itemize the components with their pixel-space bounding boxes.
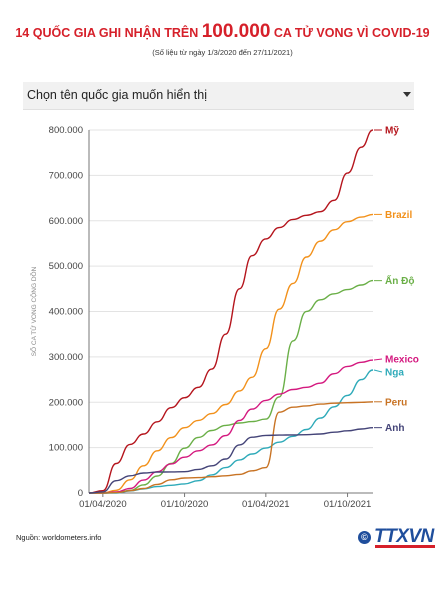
x-tick-label: 01/04/2021 [242,499,290,510]
country-select-dropdown[interactable]: Chọn tên quốc gia muốn hiển thị [23,82,414,110]
page-subtitle: (Số liệu từ ngày 1/3/2020 đến 27/11/2021… [152,48,293,57]
series-label-leader [373,369,383,373]
x-tick-label: 01/10/2020 [161,499,209,510]
y-tick-label: 300.000 [49,352,83,363]
chevron-down-icon[interactable] [403,92,411,97]
y-tick-label: 800.000 [49,125,83,136]
series-line [88,129,374,494]
series-label-leader [373,358,383,361]
x-tick-label: 01/04/2020 [79,499,127,510]
y-tick-label: 700.000 [49,170,83,181]
series-line [89,359,374,494]
series-line [88,213,374,494]
series-label: Nga [385,368,404,379]
y-tick-label: 600.000 [49,216,83,227]
series-label: Anh [385,423,404,434]
y-tick-label: 400.000 [49,307,83,318]
title-number: 100.000 [201,21,271,42]
page-title: 14 QUỐC GIA GHI NHẬN TRÊN 100.000 CA TỬ … [0,22,445,43]
y-axis-title: SỐ CA TỬ VONG CỘNG DỒN [28,266,38,356]
x-tick-label: 01/10/2021 [324,499,372,510]
deaths-line-chart: 0 100.000 200.000 300.000 400.000 500.000 600.… [28,125,419,510]
series-label: Brazil [385,210,412,221]
ttxvn-logo: © TTXVN [358,526,438,551]
y-tick-label: 100.000 [49,443,83,454]
dropdown-label: Chọn tên quốc gia muốn hiển thị [27,88,207,102]
series-label: Mexico [385,355,419,366]
series-line [88,427,374,494]
title-prefix: 14 QUỐC GIA GHI NHẬN TRÊN [15,26,202,40]
logo-text: TTXVN [374,526,434,547]
series-label: Mỹ [385,126,399,137]
title-suffix: CA TỬ VONG VÌ COVID-19 [270,26,430,40]
y-tick-label: 200.000 [49,397,83,408]
logo-mark-icon: © [358,531,371,544]
series-label: Peru [385,397,407,408]
source-note: Nguồn: worldometers.info [16,533,102,542]
series-label: Ấn Độ [385,274,414,287]
logo-underline [375,545,435,548]
y-tick-label: 500.000 [49,261,83,272]
series-line [89,401,374,494]
y-tick-label: 0 [78,488,83,499]
series-line [89,279,374,494]
